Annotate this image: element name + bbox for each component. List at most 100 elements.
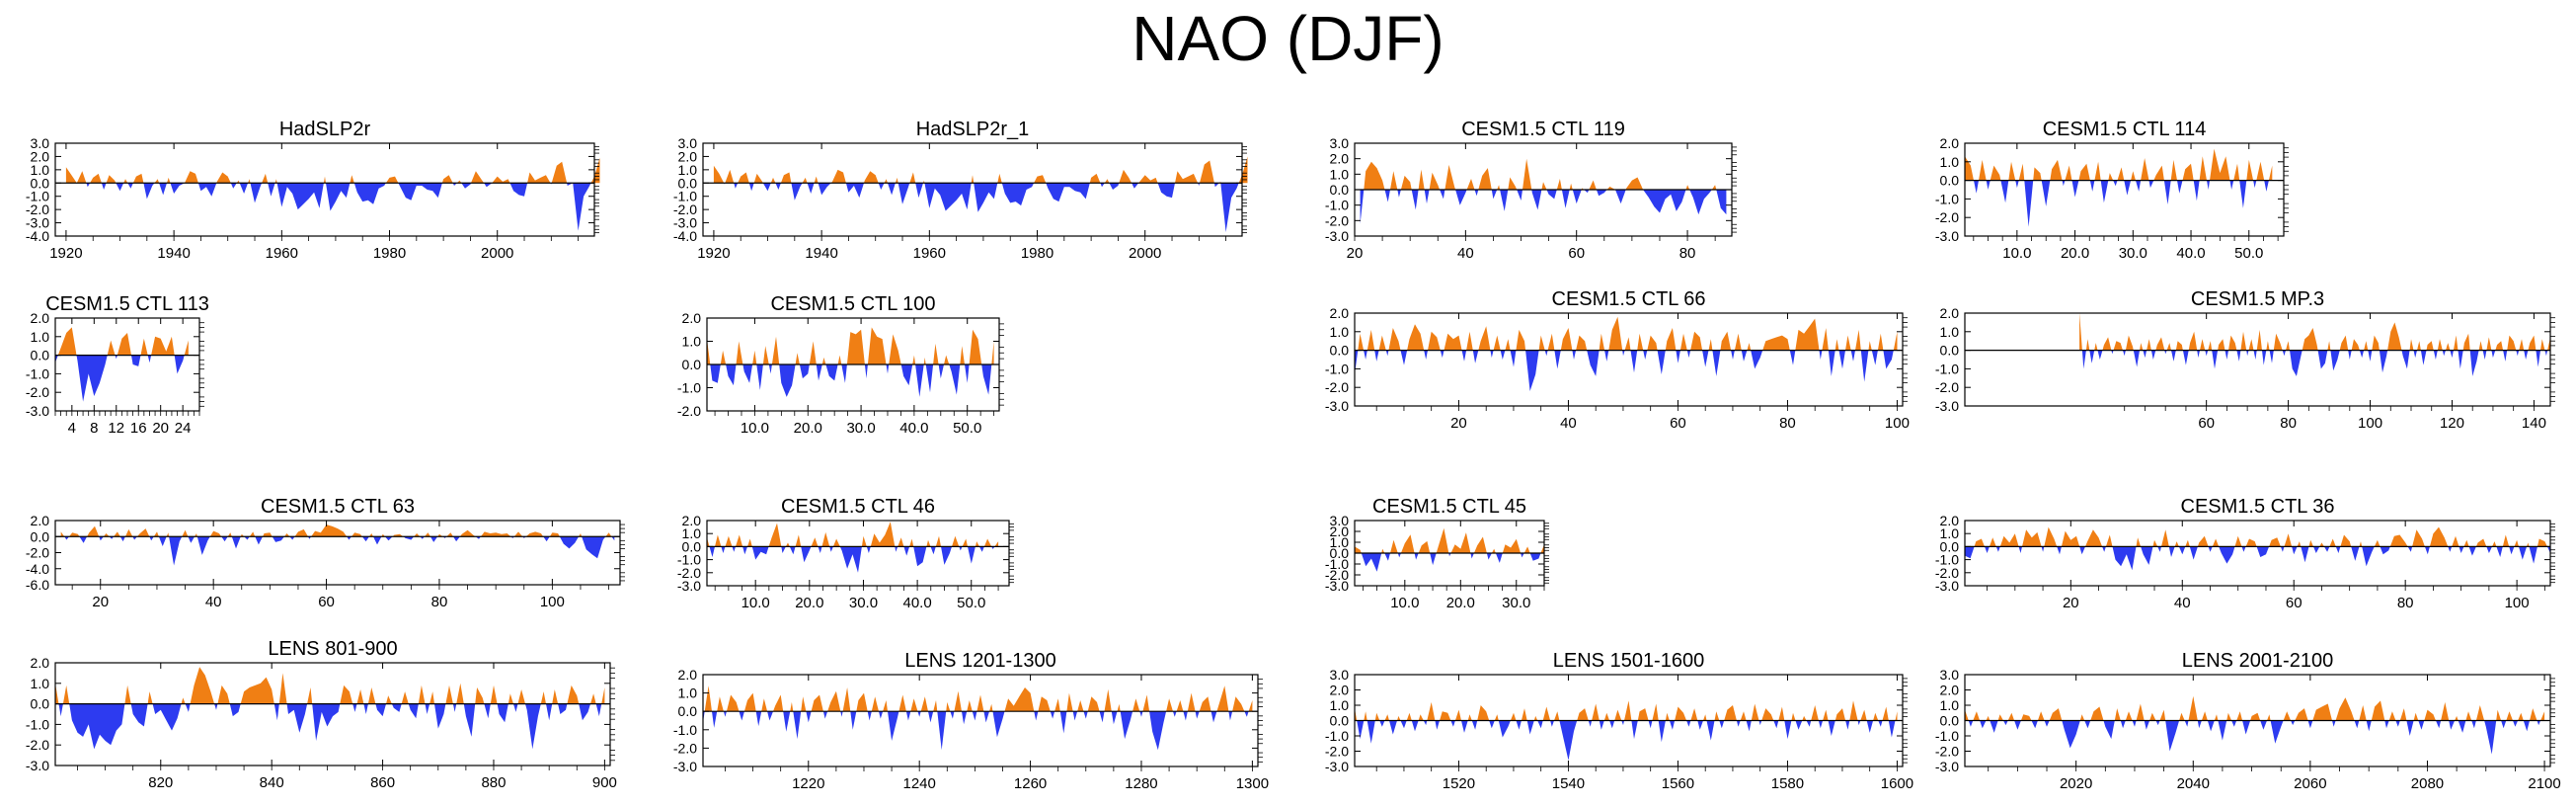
negative-anomaly-area (1357, 720, 1365, 740)
positive-anomaly-area (60, 531, 65, 537)
positive-anomaly-area (2155, 337, 2165, 351)
positive-anomaly-area (2007, 712, 2015, 721)
positive-anomaly-area (1637, 333, 1644, 351)
y-tick-label: 3.0 (1330, 667, 1350, 683)
x-tick-label: 20.0 (1446, 595, 1475, 611)
negative-anomaly-area (2165, 720, 2180, 752)
negative-anomaly-area (1397, 190, 1401, 198)
positive-anomaly-area (1477, 705, 1490, 721)
negative-anomaly-area (2544, 350, 2548, 357)
positive-anomaly-area (1592, 703, 1600, 721)
negative-anomaly-area (913, 546, 927, 567)
positive-anomaly-area (1606, 186, 1615, 190)
negative-anomaly-area (1461, 350, 1467, 362)
negative-anomaly-area (1455, 190, 1467, 205)
negative-anomaly-area (573, 183, 591, 231)
negative-anomaly-area (76, 355, 108, 402)
panel-title: CESM1.5 CTL 36 (2181, 496, 2335, 518)
negative-anomaly-area (582, 536, 606, 559)
negative-anomaly-area (1228, 711, 1233, 721)
positive-anomaly-area (1418, 169, 1425, 190)
positive-anomaly-area (151, 336, 175, 356)
negative-anomaly-area (2264, 180, 2269, 192)
positive-anomaly-area (2085, 529, 2103, 547)
panel-title: CESM1.5 CTL 113 (45, 293, 209, 315)
y-tick-label: 1.0 (678, 162, 698, 178)
positive-anomaly-area (459, 529, 476, 537)
negative-anomaly-area (1500, 350, 1506, 360)
positive-anomaly-area (2197, 535, 2209, 547)
negative-anomaly-area (941, 546, 952, 565)
positive-anomaly-area (262, 173, 269, 184)
negative-anomaly-area (429, 536, 438, 542)
negative-anomaly-area (2205, 350, 2209, 357)
negative-anomaly-area (152, 703, 182, 731)
negative-anomaly-area (1384, 553, 1390, 561)
positive-anomaly-area (2308, 539, 2313, 547)
negative-anomaly-area (2079, 546, 2085, 555)
panel-title: HadSLP2r_1 (916, 119, 1030, 140)
positive-anomaly-area (2364, 341, 2369, 351)
x-tick-label: 1300 (1236, 775, 1269, 792)
y-tick-label: 2.0 (1330, 524, 1350, 539)
positive-anomaly-area (809, 341, 817, 364)
x-tick-label: 80 (1779, 415, 1796, 432)
y-tick-label: -3.0 (1935, 759, 1959, 774)
negative-anomaly-area (1658, 720, 1666, 743)
negative-anomaly-area (2100, 180, 2109, 203)
negative-anomaly-area (2246, 350, 2249, 357)
x-tick-label: 20 (1347, 245, 1364, 262)
negative-anomaly-area (2177, 180, 2183, 194)
negative-anomaly-area (513, 703, 518, 712)
panel-title: LENS 1201-1300 (904, 650, 1055, 672)
negative-anomaly-area (2401, 350, 2410, 369)
negative-anomaly-area (779, 364, 796, 397)
positive-anomaly-area (2175, 341, 2183, 351)
x-tick-label: 100 (540, 594, 565, 610)
y-tick-label: 1.0 (682, 525, 702, 541)
negative-anomaly-area (1360, 190, 1365, 224)
positive-anomaly-area (1973, 711, 1981, 721)
x-tick-label: 30.0 (2119, 245, 2147, 262)
positive-anomaly-area (1366, 329, 1375, 351)
positive-anomaly-area (2208, 341, 2213, 351)
negative-anomaly-area (2523, 720, 2530, 732)
positive-anomaly-area (274, 179, 277, 184)
negative-anomaly-area (1471, 720, 1478, 730)
positive-anomaly-area (795, 534, 802, 547)
negative-anomaly-area (2484, 720, 2497, 755)
nao-panel: 2.0 1.0 0.0 -1.0 -2.0 10.0 20.0 30.0 40.0 50.0 CES… (677, 293, 1004, 437)
positive-anomaly-area (1364, 161, 1385, 190)
positive-anomaly-area (1175, 171, 1199, 184)
negative-anomaly-area (895, 546, 898, 552)
x-tick-label: 20.0 (2061, 245, 2089, 262)
y-tick-label: -3.0 (26, 758, 49, 773)
negative-anomaly-area (1424, 350, 1428, 360)
positive-anomaly-area (1440, 711, 1451, 721)
positive-anomaly-area (114, 531, 120, 537)
negative-anomaly-area (1866, 720, 1874, 733)
x-tick-label: 80 (2397, 595, 2414, 611)
x-tick-label: 40.0 (899, 420, 928, 437)
positive-anomaly-area (2136, 537, 2142, 547)
negative-anomaly-area (950, 711, 955, 719)
y-tick-label: 1.0 (1940, 154, 1960, 170)
positive-anomaly-area (1873, 712, 1879, 721)
x-tick-label: 10.0 (2002, 245, 2031, 262)
positive-anomaly-area (2284, 533, 2293, 547)
negative-anomaly-area (1609, 720, 1615, 729)
y-tick-label: -2.0 (1325, 379, 1349, 395)
negative-anomaly-area (1716, 190, 1727, 215)
y-tick-label: 0.0 (678, 703, 698, 719)
negative-anomaly-area (101, 183, 107, 190)
positive-anomaly-area (1418, 540, 1431, 553)
y-tick-label: -3.0 (1935, 578, 1959, 594)
positive-anomaly-area (2412, 529, 2425, 547)
x-tick-label: 40 (1560, 415, 1577, 432)
y-tick-label: -3.0 (26, 403, 49, 419)
negative-anomaly-area (2103, 720, 2115, 740)
negative-anomaly-area (879, 711, 884, 719)
positive-anomaly-area (989, 703, 993, 712)
negative-anomaly-area (1706, 720, 1715, 741)
positive-anomaly-area (185, 171, 198, 184)
